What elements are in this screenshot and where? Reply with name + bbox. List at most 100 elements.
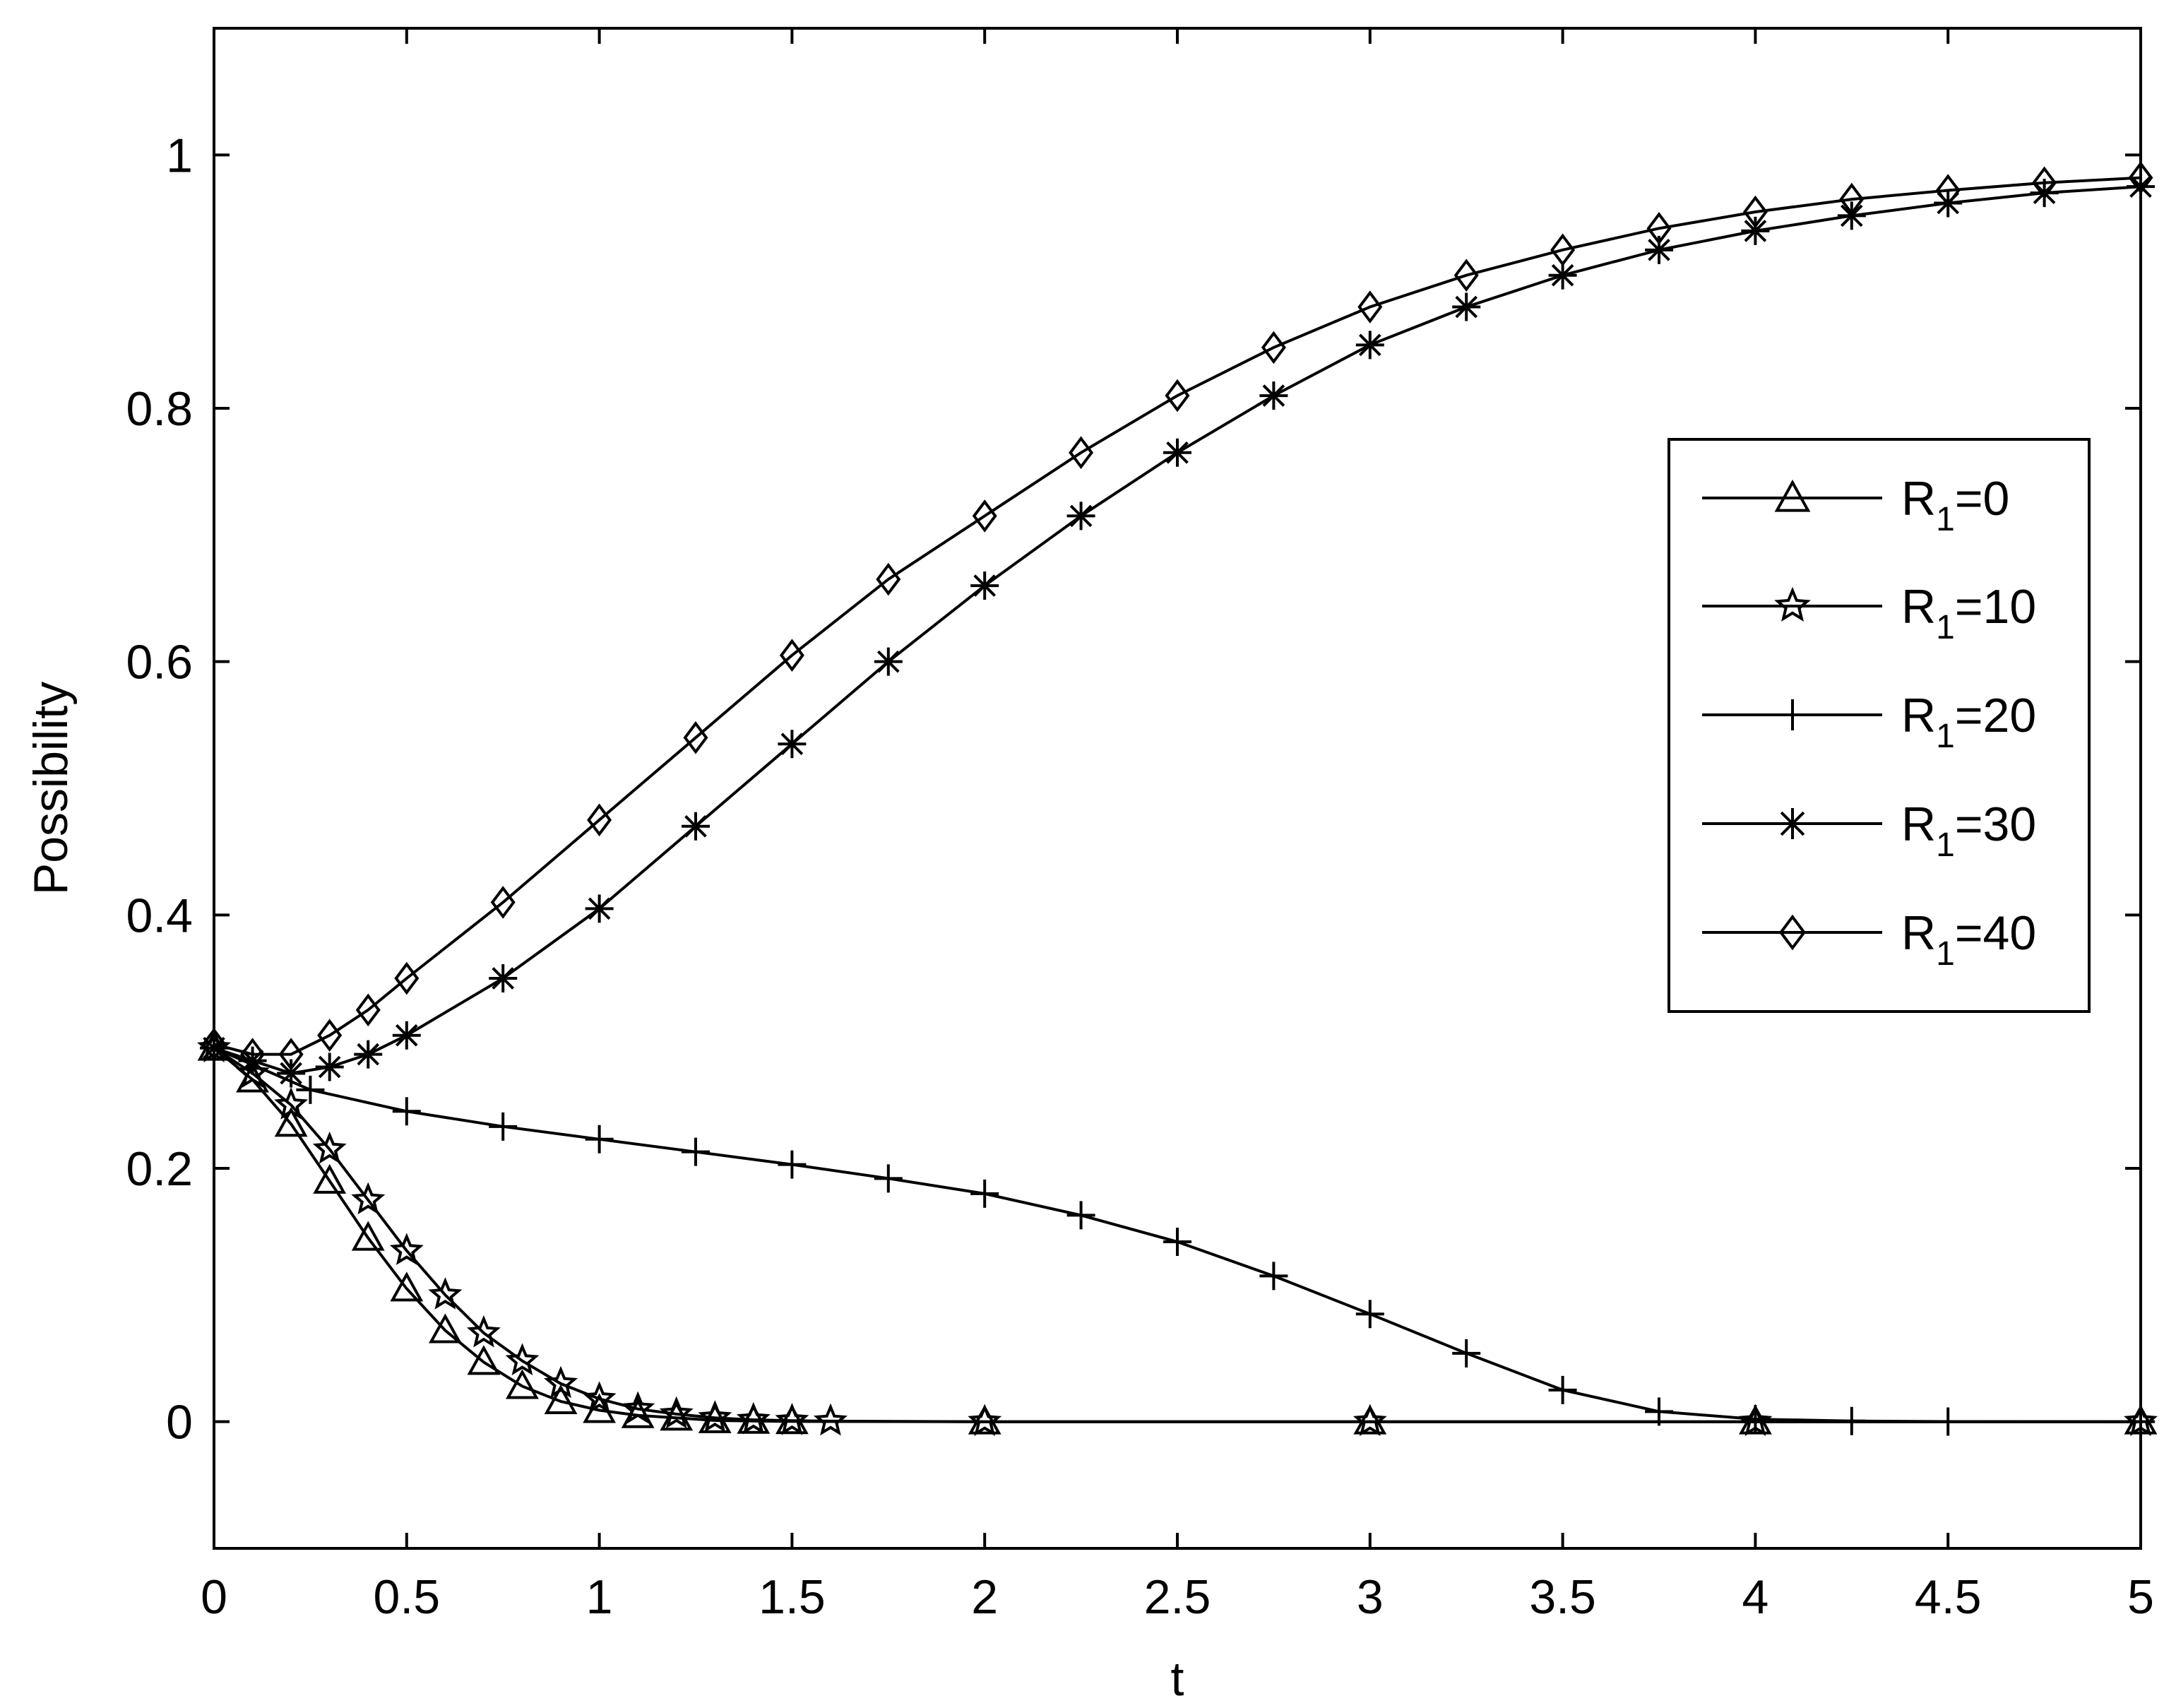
x-tick-label: 5 xyxy=(2127,1570,2154,1624)
data-point xyxy=(1646,212,1672,245)
data-point xyxy=(544,1384,578,1414)
data-point xyxy=(1935,174,1961,207)
data-point xyxy=(278,1038,304,1071)
data-point xyxy=(683,720,708,754)
data-point xyxy=(682,812,710,841)
data-point xyxy=(1741,1405,1770,1434)
data-point xyxy=(506,1369,539,1399)
data-point xyxy=(489,964,518,992)
data-point xyxy=(1452,292,1481,321)
data-point xyxy=(968,1404,1002,1436)
data-point xyxy=(315,1052,344,1081)
data-point xyxy=(505,1343,540,1376)
data-point xyxy=(1066,502,1095,530)
data-point xyxy=(778,1150,807,1179)
data-point xyxy=(1548,261,1577,290)
data-point xyxy=(778,730,807,759)
legend-box xyxy=(1667,438,2091,1013)
data-point xyxy=(587,803,612,837)
data-point xyxy=(355,993,381,1027)
x-tick-label: 3 xyxy=(1357,1570,1384,1624)
legend-marker xyxy=(1774,586,1811,622)
data-point xyxy=(467,1345,501,1375)
data-point xyxy=(582,1381,617,1413)
legend-marker xyxy=(1774,479,1811,512)
data-point xyxy=(779,639,804,672)
y-tick-label: 0.6 xyxy=(126,636,193,689)
series-plus xyxy=(200,1033,2155,1436)
data-point xyxy=(351,1221,385,1251)
data-point xyxy=(490,886,516,919)
legend-item: R1=30 xyxy=(1702,797,2036,864)
data-point xyxy=(970,1179,999,1208)
legend-label: R1=40 xyxy=(1901,906,2036,973)
data-point xyxy=(238,1046,267,1075)
data-point xyxy=(390,1271,424,1302)
series-asterisk xyxy=(200,172,2155,1088)
data-point xyxy=(1837,1406,1866,1435)
y-tick-label: 0 xyxy=(166,1396,193,1449)
legend-label: R1=20 xyxy=(1901,689,2036,755)
x-tick-label: 2 xyxy=(971,1570,998,1624)
data-point xyxy=(389,1233,424,1265)
data-point xyxy=(1352,1404,1387,1436)
y-axis: 0 0.2 0.4 0.6 0.8 1 xyxy=(126,129,2141,1449)
series-line xyxy=(213,1046,2141,1423)
data-point xyxy=(428,1313,462,1344)
legend-item: R1=0 xyxy=(1702,472,2009,538)
x-tick-label: 3.5 xyxy=(1529,1570,1596,1624)
series-line xyxy=(213,1046,2141,1423)
data-point xyxy=(313,1163,347,1194)
legend-label: R1=0 xyxy=(1901,472,2009,538)
data-point xyxy=(682,1137,710,1166)
data-point xyxy=(659,1396,694,1429)
y-tick-label: 1 xyxy=(166,129,193,182)
x-tick-label: 2.5 xyxy=(1144,1570,1211,1624)
data-point xyxy=(1069,436,1094,470)
data-point xyxy=(1742,195,1768,229)
data-point xyxy=(972,499,997,533)
data-point xyxy=(736,1401,771,1435)
data-point xyxy=(1163,438,1191,467)
data-point xyxy=(1355,1300,1384,1329)
y-axis-label: Possibility xyxy=(24,682,78,895)
data-point xyxy=(1839,182,1865,216)
data-point xyxy=(1645,1397,1673,1426)
y-tick-label: 0.4 xyxy=(126,889,193,942)
legend-item: R1=20 xyxy=(1702,689,2036,755)
series-layer xyxy=(197,161,2158,1436)
data-point xyxy=(312,1131,347,1164)
data-point xyxy=(1259,381,1288,410)
data-point xyxy=(1548,1375,1577,1404)
data-point xyxy=(392,1021,421,1050)
data-point xyxy=(1550,233,1576,267)
data-point xyxy=(876,562,901,596)
data-point xyxy=(1355,331,1384,360)
data-point xyxy=(1066,1201,1095,1230)
data-point xyxy=(1353,1404,1387,1435)
data-point xyxy=(874,1164,903,1193)
data-point xyxy=(698,1400,732,1433)
legend-item: R1=40 xyxy=(1702,906,2036,973)
x-tick-label: 0 xyxy=(201,1570,227,1624)
data-point xyxy=(394,961,420,995)
legend-marker xyxy=(1779,914,1806,951)
legend-label: R1=10 xyxy=(1901,580,2036,646)
x-axis: 0 0.5 1 1.5 2 2.5 3 3.5 4 4.5 5 xyxy=(201,28,2154,1624)
data-point xyxy=(274,1107,308,1137)
data-point xyxy=(354,1040,383,1069)
data-point xyxy=(544,1365,578,1399)
legend-marker xyxy=(1777,699,1808,730)
data-point xyxy=(489,1112,518,1141)
data-point xyxy=(1645,235,1673,264)
data-point xyxy=(351,1182,386,1215)
data-point xyxy=(296,1075,325,1104)
data-point xyxy=(970,571,999,600)
data-point xyxy=(200,1033,228,1062)
data-point xyxy=(2032,166,2057,200)
data-point xyxy=(317,1019,343,1052)
y-tick-label: 0.2 xyxy=(126,1142,193,1196)
legend-item: R1=10 xyxy=(1702,580,2036,646)
legend: R1=0 R1=10 R1=20 R1=30 R1=40 xyxy=(1667,438,2091,1013)
